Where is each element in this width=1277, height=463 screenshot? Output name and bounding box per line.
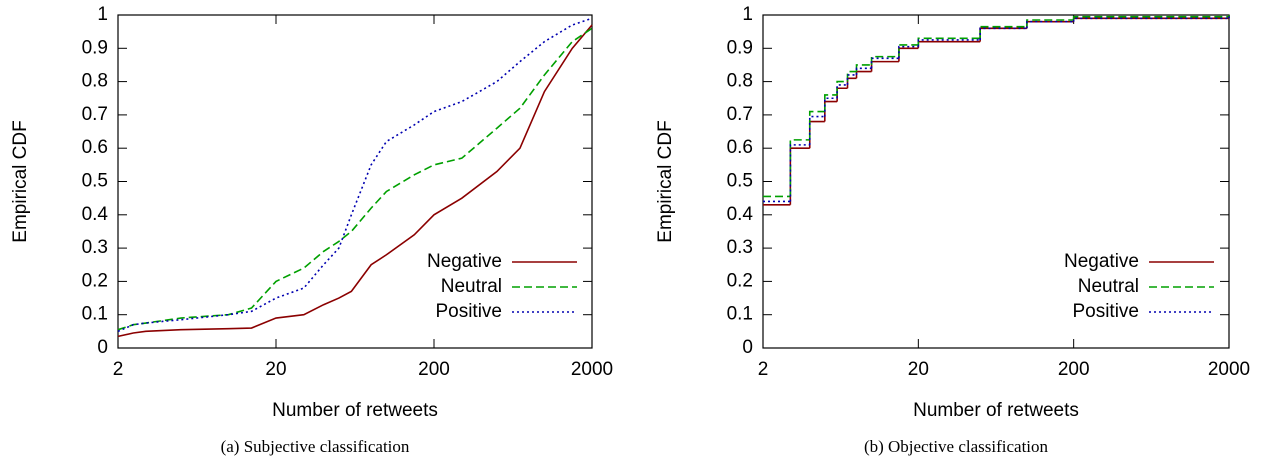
step-segment — [979, 27, 1027, 42]
series-line — [117, 24, 593, 338]
caption: (a) Subjective classification — [221, 437, 410, 456]
step-segment — [917, 37, 981, 45]
step-segment — [808, 120, 825, 149]
step-segment — [836, 87, 848, 102]
y-tick-label: 0.2 — [82, 270, 108, 291]
step-segment — [846, 74, 857, 85]
x-tick-label: 2000 — [571, 359, 613, 380]
y-tick-label: 0.7 — [82, 104, 108, 125]
y-tick-label: 0.9 — [82, 37, 108, 58]
series-line — [117, 27, 593, 331]
step-segment — [789, 139, 810, 197]
x-tick-label: 20 — [265, 359, 286, 380]
step-segment — [1026, 20, 1074, 29]
step-segment — [789, 147, 810, 205]
y-tick-label: 0.8 — [727, 71, 753, 92]
series-line — [117, 17, 593, 333]
y-tick-label: 0.3 — [727, 237, 753, 258]
step-segment — [855, 64, 872, 72]
step-segment — [855, 67, 872, 75]
y-tick-label: 0.6 — [82, 137, 108, 158]
y-tick-label: 0.1 — [82, 304, 108, 325]
step-segment — [870, 57, 899, 69]
step-segment — [870, 55, 899, 65]
y-axis-label: Empirical CDF — [655, 120, 676, 242]
y-tick-label: 0.2 — [727, 270, 753, 291]
y-tick-label: 0.7 — [727, 104, 753, 125]
legend-label: Positive — [1072, 301, 1139, 322]
y-tick-label: 1 — [97, 4, 108, 25]
y-tick-label: 1 — [742, 4, 753, 25]
y-tick-label: 0 — [97, 337, 108, 358]
y-tick-label: 0.4 — [82, 204, 109, 225]
legend-label: Negative — [427, 251, 502, 272]
step-segment — [1026, 19, 1074, 27]
x-tick-label: 200 — [1058, 359, 1090, 380]
step-segment — [1026, 20, 1074, 29]
step-segment — [824, 94, 838, 112]
y-tick-label: 0.1 — [727, 304, 753, 325]
y-tick-label: 0.4 — [727, 204, 754, 225]
step-segment — [898, 47, 919, 62]
step-segment — [917, 40, 981, 49]
step-segment — [808, 110, 825, 140]
x-tick-label: 20 — [908, 359, 929, 380]
step-segment — [855, 70, 872, 79]
y-tick-label: 0.6 — [727, 137, 753, 158]
step-segment — [836, 84, 848, 99]
step-segment — [846, 70, 857, 82]
x-tick-label: 200 — [418, 359, 450, 380]
legend-label: Positive — [435, 301, 502, 322]
y-tick-label: 0.9 — [727, 37, 753, 58]
x-axis-label: Number of retweets — [272, 400, 438, 421]
step-segment — [846, 77, 857, 89]
step-segment — [917, 39, 981, 47]
step-segment — [1072, 17, 1229, 22]
legend-label: Neutral — [1078, 276, 1139, 297]
x-tick-label: 2 — [758, 359, 769, 380]
step-segment — [789, 144, 810, 202]
y-tick-label: 0.5 — [727, 171, 753, 192]
step-segment — [836, 80, 848, 95]
legend-label: Neutral — [441, 276, 502, 297]
caption: (b) Objective classification — [864, 437, 1049, 456]
y-tick-label: 0.8 — [82, 71, 108, 92]
step-segment — [870, 60, 899, 72]
chart: 0 0.1 0.2 0.3 0.4 0.5 0.6 0.7 0.8 0.9 1 2 20 200 2000 N… — [10, 4, 613, 456]
plot-frame — [117, 14, 593, 349]
plot-frame — [762, 14, 1230, 349]
x-tick-label: 2 — [113, 359, 124, 380]
chart: 0 0.1 0.2 0.3 0.4 0.5 0.6 0.7 0.8 0.9 1 2 20 200 2000 N… — [655, 4, 1250, 456]
x-axis-label: Number of retweets — [913, 400, 1079, 421]
y-axis-label: Empirical CDF — [10, 120, 31, 242]
step-segment — [979, 27, 1027, 40]
y-tick-label: 0 — [742, 337, 753, 358]
step-segment — [824, 97, 838, 117]
x-tick-label: 2000 — [1208, 359, 1250, 380]
y-tick-label: 0.5 — [82, 171, 108, 192]
y-tick-label: 0.3 — [82, 237, 108, 258]
legend-label: Negative — [1064, 251, 1139, 272]
step-segment — [824, 100, 838, 122]
step-segment — [898, 45, 919, 59]
step-segment — [1072, 15, 1229, 20]
